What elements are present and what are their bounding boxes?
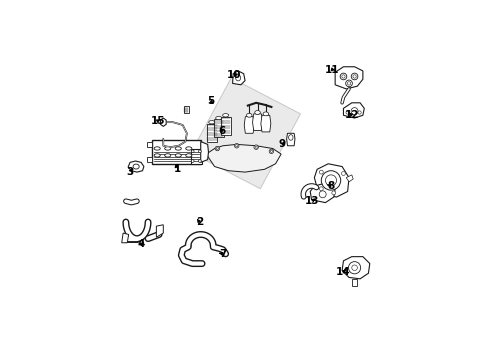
Polygon shape bbox=[286, 133, 294, 146]
Text: 1: 1 bbox=[173, 164, 181, 174]
Ellipse shape bbox=[321, 171, 340, 190]
Polygon shape bbox=[346, 175, 352, 182]
Ellipse shape bbox=[350, 108, 357, 114]
Ellipse shape bbox=[208, 121, 214, 124]
Polygon shape bbox=[183, 107, 188, 113]
Ellipse shape bbox=[340, 73, 346, 80]
Ellipse shape bbox=[175, 154, 181, 157]
Text: 7: 7 bbox=[219, 249, 226, 259]
Polygon shape bbox=[152, 140, 200, 164]
Polygon shape bbox=[200, 141, 208, 162]
Text: 4: 4 bbox=[137, 239, 144, 249]
Polygon shape bbox=[314, 164, 348, 197]
Ellipse shape bbox=[254, 111, 260, 114]
Ellipse shape bbox=[164, 147, 170, 150]
Ellipse shape bbox=[253, 145, 258, 149]
Ellipse shape bbox=[185, 147, 191, 150]
Polygon shape bbox=[206, 144, 281, 172]
Ellipse shape bbox=[319, 187, 323, 191]
Ellipse shape bbox=[234, 144, 239, 148]
Ellipse shape bbox=[255, 146, 257, 148]
Text: 8: 8 bbox=[326, 181, 334, 191]
Ellipse shape bbox=[215, 116, 222, 120]
Polygon shape bbox=[220, 117, 230, 135]
Text: 5: 5 bbox=[206, 96, 214, 107]
Ellipse shape bbox=[154, 147, 160, 150]
Ellipse shape bbox=[270, 150, 272, 152]
Ellipse shape bbox=[341, 172, 345, 175]
Ellipse shape bbox=[235, 145, 237, 147]
Ellipse shape bbox=[191, 159, 194, 162]
Text: 11: 11 bbox=[325, 64, 339, 75]
Polygon shape bbox=[232, 71, 244, 85]
Ellipse shape bbox=[191, 150, 194, 153]
Ellipse shape bbox=[346, 111, 348, 114]
Ellipse shape bbox=[235, 75, 240, 81]
Text: 12: 12 bbox=[344, 110, 358, 120]
Ellipse shape bbox=[288, 135, 292, 140]
Polygon shape bbox=[252, 114, 262, 131]
Ellipse shape bbox=[175, 147, 181, 150]
Polygon shape bbox=[260, 115, 270, 132]
Polygon shape bbox=[309, 183, 334, 203]
Polygon shape bbox=[122, 233, 128, 243]
Polygon shape bbox=[351, 279, 357, 286]
Ellipse shape bbox=[263, 112, 268, 116]
Ellipse shape bbox=[357, 111, 361, 114]
Ellipse shape bbox=[198, 159, 201, 162]
Polygon shape bbox=[147, 141, 152, 147]
Ellipse shape bbox=[154, 154, 160, 157]
Polygon shape bbox=[128, 161, 143, 172]
Text: 10: 10 bbox=[226, 70, 241, 80]
Ellipse shape bbox=[246, 113, 251, 117]
Ellipse shape bbox=[350, 73, 357, 80]
Ellipse shape bbox=[164, 154, 170, 157]
Ellipse shape bbox=[345, 80, 352, 87]
Polygon shape bbox=[147, 157, 152, 162]
Ellipse shape bbox=[215, 146, 219, 151]
Polygon shape bbox=[343, 103, 364, 118]
Text: 13: 13 bbox=[304, 196, 318, 206]
Polygon shape bbox=[342, 257, 369, 279]
Polygon shape bbox=[191, 78, 300, 189]
Polygon shape bbox=[244, 117, 254, 133]
Ellipse shape bbox=[133, 164, 139, 169]
Text: 9: 9 bbox=[278, 139, 285, 149]
Polygon shape bbox=[156, 225, 163, 237]
Ellipse shape bbox=[268, 149, 273, 153]
Ellipse shape bbox=[351, 265, 357, 270]
Ellipse shape bbox=[216, 148, 218, 150]
Polygon shape bbox=[160, 118, 166, 126]
Polygon shape bbox=[206, 123, 216, 141]
Ellipse shape bbox=[352, 75, 355, 78]
Ellipse shape bbox=[222, 114, 228, 117]
Ellipse shape bbox=[198, 150, 201, 153]
Ellipse shape bbox=[341, 75, 345, 78]
Ellipse shape bbox=[185, 154, 191, 157]
Text: 14: 14 bbox=[335, 267, 350, 277]
Ellipse shape bbox=[346, 82, 350, 85]
Text: 6: 6 bbox=[218, 126, 224, 135]
Polygon shape bbox=[334, 67, 362, 89]
Ellipse shape bbox=[325, 175, 336, 186]
Polygon shape bbox=[213, 120, 224, 138]
Polygon shape bbox=[191, 149, 201, 164]
Text: 2: 2 bbox=[195, 217, 203, 227]
Ellipse shape bbox=[319, 191, 325, 198]
Ellipse shape bbox=[331, 191, 335, 195]
Ellipse shape bbox=[348, 262, 360, 274]
Ellipse shape bbox=[319, 170, 323, 174]
Text: 15: 15 bbox=[150, 116, 164, 126]
Text: 3: 3 bbox=[126, 167, 133, 177]
